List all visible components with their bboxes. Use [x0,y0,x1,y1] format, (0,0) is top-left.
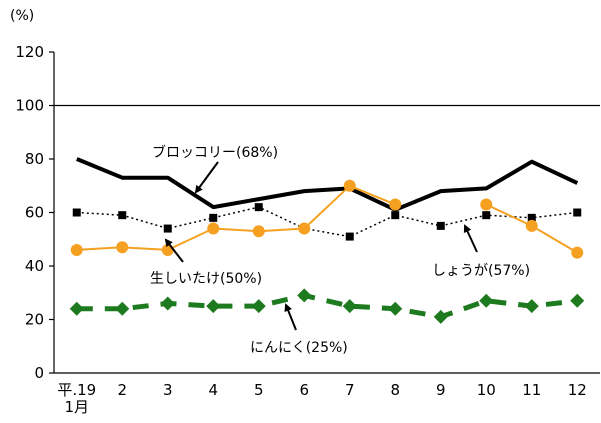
annotation-arrow [463,224,478,253]
data-point [524,299,539,314]
data-point [525,219,538,232]
series-2 [70,179,584,259]
data-point [118,211,127,220]
series-line [76,206,578,238]
x-tick-label: 7 [345,381,355,399]
data-point [161,243,174,256]
axes [49,51,600,374]
series-line [76,292,578,320]
data-point [480,198,493,211]
x-tick-label: 平.19 1月 [57,381,96,416]
data-point [254,203,263,212]
annotations: ブロッコリー(68%) 生しいたけ(50%) しょうが(57%) にんにく(25%) [150,144,530,356]
unit-label: (%) [10,8,34,24]
x-tick-label: 10 [477,381,496,399]
x-tick-label: 2 [117,381,127,399]
y-tick-label: 0 [34,364,44,382]
annotation-arrow [194,161,219,194]
y-tick-label: 80 [25,150,44,168]
x-tick-labels: 平.19 1月 2 3 4 5 6 7 8 9 10 11 12 [57,381,586,416]
data-point [206,299,221,314]
y-tick-labels: 0 20 40 60 80 100 120 [15,43,44,382]
data-point [252,225,265,238]
data-point [389,198,402,211]
series-0 [76,157,579,212]
y-tick-label: 20 [25,311,44,329]
series-1 [72,203,582,241]
data-point [573,208,582,217]
data-point [70,243,83,256]
annotation-label: しょうが(57%) [432,263,530,279]
annotation-label: ブロッコリー(68%) [152,144,278,161]
x-tick-label: 3 [163,381,173,399]
data-point [345,232,354,241]
data-point [433,309,448,324]
series-group [69,157,585,324]
data-point [116,241,129,254]
x-tick-label: 11 [522,381,541,399]
data-point [163,224,172,233]
data-point [343,179,356,192]
series-3 [69,288,585,324]
data-point [479,293,494,308]
data-point [342,299,357,314]
data-point [115,301,130,316]
annotation-label: 生しいたけ(50%) [150,271,262,287]
data-point [570,293,585,308]
data-point [388,301,403,316]
data-point [69,301,84,316]
data-point [527,213,536,222]
annotation-label: にんにく(25%) [250,340,348,356]
y-tick-label: 100 [15,97,44,115]
x-tick-label: 8 [390,381,400,399]
series-line [76,184,396,251]
annotation-arrow [164,238,184,263]
data-point [436,221,445,230]
y-tick-label: 40 [25,257,44,275]
x-tick-label: 6 [299,381,309,399]
data-point [251,299,266,314]
series-line [76,157,579,212]
data-point [72,208,81,217]
x-tick-label: 4 [208,381,218,399]
x-tick-label: 5 [254,381,264,399]
data-point [297,288,312,303]
x-tick-label: 9 [436,381,446,399]
y-tick-label: 60 [25,204,44,222]
data-point [207,222,220,235]
data-point [298,222,311,235]
annotation-arrow [284,303,297,331]
data-point [571,246,584,259]
data-point [482,211,491,220]
data-point [391,211,400,220]
x-tick-label: 12 [568,381,587,399]
data-point [160,296,175,311]
data-point [209,213,218,222]
y-tick-label: 120 [15,43,44,61]
